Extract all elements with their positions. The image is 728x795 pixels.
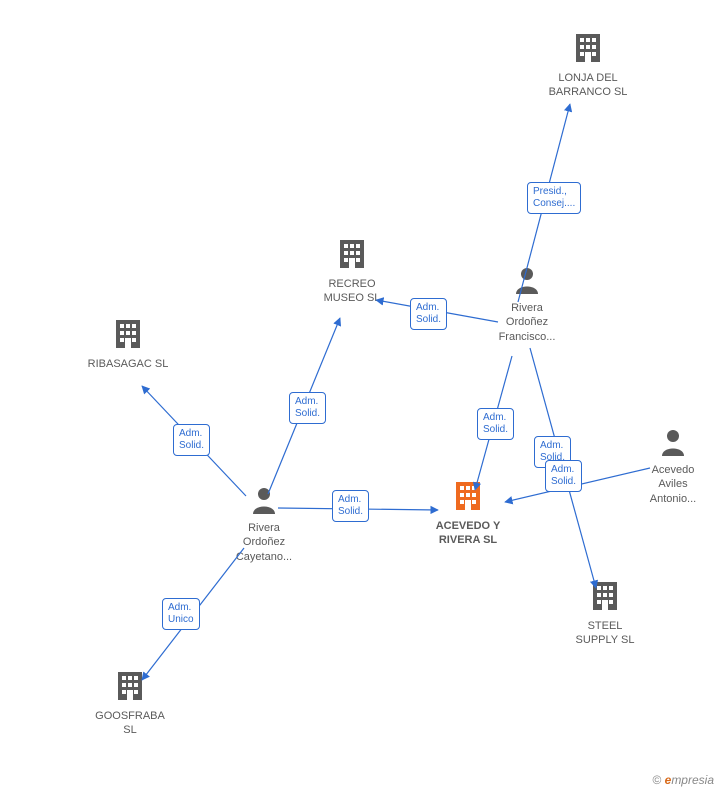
edge-label-rivera_c-goosfraba: Adm. Unico bbox=[162, 598, 200, 630]
edge-label-acevedo_a-acevedo: Adm. Solid. bbox=[545, 460, 582, 492]
edges-layer bbox=[0, 0, 728, 795]
edge-label-rivera_f-lonja: Presid., Consej.... bbox=[527, 182, 581, 214]
edge-label-rivera_c-recreo: Adm. Solid. bbox=[289, 392, 326, 424]
edge-label-rivera_f-recreo: Adm. Solid. bbox=[410, 298, 447, 330]
edge-label-rivera_f-acevedo: Adm. Solid. bbox=[477, 408, 514, 440]
edge-label-rivera_c-acevedo: Adm. Solid. bbox=[332, 490, 369, 522]
edge-label-rivera_c-ribasagac: Adm. Solid. bbox=[173, 424, 210, 456]
